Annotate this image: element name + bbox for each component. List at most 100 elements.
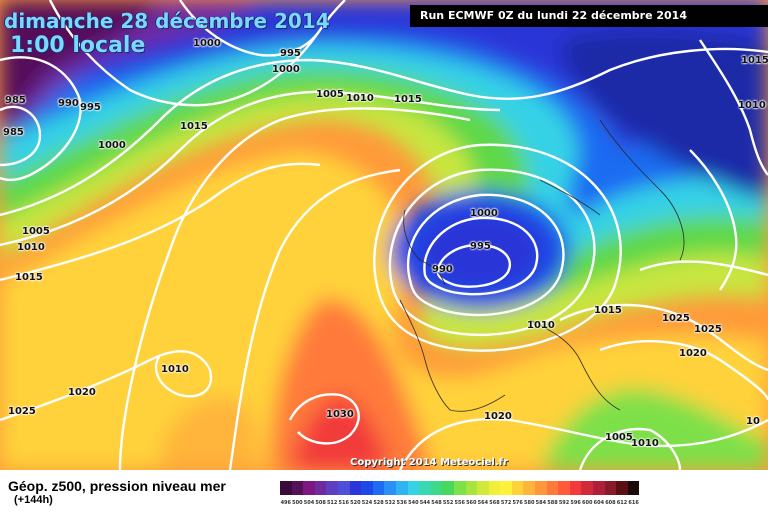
isobar-label: 1010	[346, 93, 374, 104]
scale-value: 548	[431, 500, 442, 506]
isobar-label: 1000	[193, 38, 221, 49]
scale-value: 592	[558, 500, 570, 506]
isobar-label: 1000	[470, 208, 498, 219]
isobar-label: 995	[280, 48, 301, 59]
isobar-label: 990	[432, 264, 453, 275]
isobar-label: 1010	[527, 320, 555, 331]
geopotential-field	[0, 0, 768, 470]
scale-value: 580	[524, 500, 535, 506]
scale-value: 500	[292, 500, 303, 506]
scale-swatch	[523, 481, 536, 495]
isobar-label: 1010	[161, 364, 189, 375]
scale-value: 544	[419, 500, 431, 506]
scale-value: 588	[547, 500, 558, 506]
copyright-label: Copyright 2014 Meteociel.fr	[350, 457, 508, 468]
weather-map	[0, 0, 768, 470]
scale-swatch	[349, 481, 362, 495]
scale-swatch	[546, 481, 559, 495]
scale-swatch	[430, 481, 443, 495]
isobar-label: 1015	[180, 121, 208, 132]
scale-swatch	[337, 481, 350, 495]
scale-swatch	[465, 481, 478, 495]
isobar-label: 1010	[17, 242, 45, 253]
scale-value: 516	[338, 500, 349, 506]
scale-value: 608	[605, 500, 616, 506]
scale-value: 508	[315, 500, 326, 506]
isobar-label: 985	[3, 127, 24, 138]
scale-value: 552	[442, 500, 454, 506]
lead-time-label: (+144h)	[14, 494, 53, 506]
scale-value: 616	[628, 500, 639, 506]
forecast-time: 1:00 locale	[10, 33, 146, 58]
scale-swatch	[303, 481, 315, 495]
isobar-label: 1030	[326, 409, 354, 420]
scale-value: 524	[361, 500, 373, 506]
scale-swatch	[558, 481, 570, 495]
scale-swatch	[384, 481, 396, 495]
isobar-label: 1015	[741, 55, 768, 66]
scale-swatch	[453, 481, 466, 495]
isobar-label: 10	[746, 416, 760, 427]
run-banner	[410, 5, 768, 27]
scale-swatch	[604, 481, 617, 495]
scale-value: 496	[280, 500, 292, 506]
isobar-label: 1000	[98, 140, 126, 151]
isobar-label: 1010	[631, 438, 659, 449]
scale-value: 564	[477, 500, 489, 506]
scale-swatch	[511, 481, 524, 495]
scale-value: 520	[350, 500, 361, 506]
isobar-label: 1015	[394, 94, 422, 105]
isobar-label: 1015	[15, 272, 43, 283]
isobar-label: 1020	[484, 411, 512, 422]
isobar-label: 1025	[8, 406, 36, 417]
scale-swatch	[361, 481, 373, 495]
isobar-label: 985	[5, 95, 26, 106]
scale-value: 540	[408, 500, 419, 506]
isobar-label: 995	[470, 241, 491, 252]
scale-value: 596	[570, 500, 581, 506]
scale-swatch	[627, 481, 640, 495]
scale-swatch	[535, 481, 547, 495]
scale-swatch	[291, 481, 304, 495]
scale-value: 536	[396, 500, 407, 506]
scale-value: 512	[326, 500, 338, 506]
scale-value: 584	[535, 500, 547, 506]
isobar-label: 1025	[662, 313, 690, 324]
scale-swatch	[488, 481, 501, 495]
coastlines	[399, 119, 685, 412]
color-scale-labels: 496 500 504 508 512 516 520 524 528 532 536 540 544 5…	[280, 500, 639, 506]
isobar-label: 1020	[68, 387, 96, 398]
field-label: Géop. z500, pression niveau mer	[8, 478, 226, 494]
scale-swatch	[477, 481, 489, 495]
isobar-label: 1005	[605, 432, 633, 443]
scale-swatch	[500, 481, 512, 495]
isobar-label: 1000	[272, 64, 300, 75]
scale-swatch	[407, 481, 420, 495]
isobar-label: 1025	[694, 324, 722, 335]
scale-swatch	[419, 481, 431, 495]
scale-value: 532	[384, 500, 396, 506]
isobar-label: 1005	[22, 226, 50, 237]
scale-swatch	[372, 481, 385, 495]
scale-swatch	[593, 481, 605, 495]
color-scale	[280, 481, 640, 497]
scale-swatch	[442, 481, 454, 495]
scale-swatch	[326, 481, 338, 495]
scale-swatch	[581, 481, 594, 495]
scale-swatch	[280, 481, 292, 495]
isobar-label: 1005	[316, 89, 344, 100]
scale-value: 572	[500, 500, 512, 506]
scale-value: 576	[512, 500, 523, 506]
scale-value: 560	[466, 500, 477, 506]
scale-value: 604	[593, 500, 605, 506]
forecast-date: dimanche 28 décembre 2014	[4, 9, 330, 33]
scale-value: 600	[582, 500, 593, 506]
isobar-label: 990	[58, 98, 79, 109]
scale-value: 556	[454, 500, 465, 506]
scale-swatch	[314, 481, 327, 495]
scale-value: 504	[303, 500, 315, 506]
isobar-label: 1020	[679, 348, 707, 359]
scale-swatch	[616, 481, 628, 495]
scale-value: 568	[489, 500, 500, 506]
scale-value: 612	[616, 500, 628, 506]
